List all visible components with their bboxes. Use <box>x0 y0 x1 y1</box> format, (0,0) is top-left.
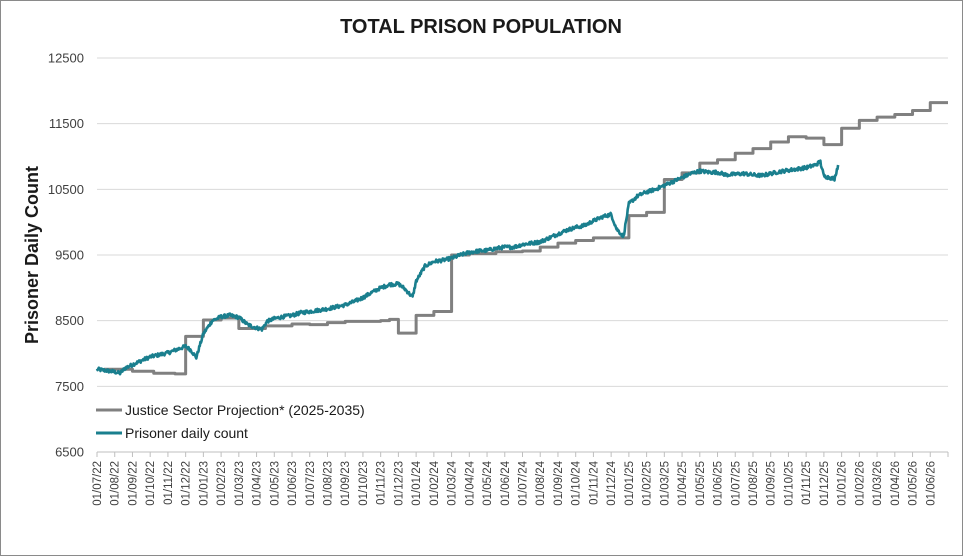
legend-label-daily-count: Prisoner daily count <box>125 425 248 441</box>
x-tick-label: 01/11/25 <box>801 461 813 505</box>
x-tick-label: 01/05/24 <box>482 460 494 505</box>
y-tick-label: 6500 <box>55 445 84 460</box>
x-tick-label: 01/01/26 <box>837 461 849 506</box>
y-tick-label: 8500 <box>55 313 84 328</box>
y-axis-label: Prisoner Daily Count <box>22 166 42 344</box>
x-tick-label: 01/11/24 <box>588 460 600 505</box>
x-tick-label: 01/06/24 <box>500 460 512 505</box>
x-tick-label: 01/01/25 <box>624 461 636 506</box>
x-tick-label: 01/02/26 <box>854 461 866 506</box>
x-tick-label: 01/06/25 <box>713 461 725 506</box>
chart-title: TOTAL PRISON POPULATION <box>340 16 622 38</box>
x-tick-label: 01/02/23 <box>216 461 228 506</box>
x-tick-label: 01/09/25 <box>766 461 778 506</box>
y-tick-label: 7500 <box>55 379 84 394</box>
x-tick-label: 01/10/25 <box>783 461 795 506</box>
x-tick-label: 01/07/25 <box>730 461 742 506</box>
x-tick-label: 01/08/22 <box>110 461 122 506</box>
legend: Justice Sector Projection* (2025-2035) P… <box>96 402 365 441</box>
x-tick-label: 01/11/23 <box>376 461 388 505</box>
x-tick-label: 01/07/24 <box>518 460 530 505</box>
x-axis-ticks: 01/07/22 01/08/22 01/09/22 01/10/22 01/11/22… <box>92 452 949 506</box>
y-axis-ticks: 6500 7500 8500 9500 10500 11500 12500 <box>48 51 84 460</box>
x-tick-label: 01/08/24 <box>535 460 547 505</box>
x-tick-label: 01/04/23 <box>252 461 264 506</box>
x-tick-label: 01/09/24 <box>553 460 565 505</box>
x-tick-label: 01/10/23 <box>358 461 370 506</box>
x-tick-label: 01/02/25 <box>642 461 654 506</box>
x-tick-label: 01/05/23 <box>269 461 281 506</box>
x-tick-label: 01/07/22 <box>92 461 104 506</box>
x-tick-label: 01/08/23 <box>322 461 334 506</box>
x-tick-label: 01/04/24 <box>464 460 476 505</box>
x-tick-label: 01/12/22 <box>181 461 193 506</box>
x-tick-label: 01/12/25 <box>819 461 831 506</box>
x-tick-label: 01/12/24 <box>606 460 618 505</box>
series-line-daily-count <box>95 159 840 376</box>
x-tick-label: 01/05/25 <box>695 461 707 506</box>
x-tick-label: 01/07/23 <box>305 461 317 506</box>
x-tick-label: 01/03/24 <box>447 460 459 505</box>
x-tick-label: 01/01/24 <box>411 460 423 505</box>
x-tick-label: 01/02/24 <box>429 460 441 505</box>
y-tick-label: 12500 <box>48 51 84 66</box>
x-tick-label: 01/06/26 <box>925 461 937 506</box>
x-tick-label: 01/08/25 <box>748 461 760 506</box>
x-tick-label: 01/05/26 <box>908 461 920 506</box>
x-tick-label: 01/04/26 <box>890 461 902 506</box>
y-tick-label: 11500 <box>49 116 84 131</box>
x-tick-label: 01/10/22 <box>145 461 157 506</box>
series-line-projection <box>104 101 948 376</box>
x-tick-label: 01/03/26 <box>872 461 884 506</box>
gridlines <box>97 57 948 453</box>
x-tick-label: 01/04/25 <box>677 461 689 506</box>
x-tick-label: 01/06/23 <box>287 461 299 506</box>
y-tick-label: 10500 <box>48 182 84 197</box>
x-tick-label: 01/09/22 <box>127 461 139 506</box>
series <box>95 101 948 376</box>
x-tick-label: 01/12/23 <box>393 461 405 506</box>
x-tick-label: 01/10/24 <box>571 460 583 505</box>
x-tick-label: 01/03/23 <box>234 461 246 506</box>
x-tick-label: 01/11/22 <box>163 461 175 505</box>
x-tick-label: 01/03/25 <box>659 461 671 506</box>
x-tick-label: 01/09/23 <box>340 461 352 506</box>
y-tick-label: 9500 <box>55 248 84 263</box>
x-tick-label: 01/01/23 <box>198 461 210 506</box>
legend-label-projection: Justice Sector Projection* (2025-2035) <box>125 402 365 418</box>
